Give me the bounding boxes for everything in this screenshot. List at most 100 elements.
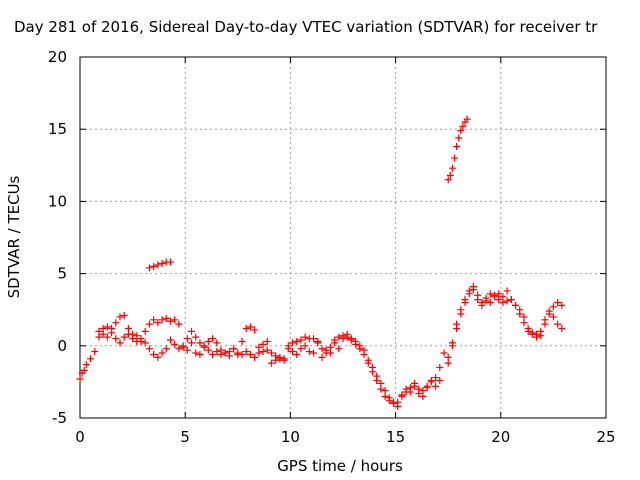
data-point (301, 333, 309, 341)
data-point (448, 164, 456, 172)
data-point (427, 376, 435, 384)
data-point (402, 385, 410, 393)
data-point (453, 324, 461, 332)
data-point (238, 337, 246, 345)
data-point (124, 330, 132, 338)
data-point (221, 349, 229, 357)
data-point (444, 359, 452, 367)
data-point (474, 296, 482, 304)
data-point (80, 366, 88, 374)
data-point (112, 335, 120, 343)
data-point (171, 340, 179, 348)
data-point (242, 348, 250, 356)
data-point (112, 319, 120, 327)
data-point (423, 384, 431, 392)
data-point (322, 346, 330, 354)
plot-frame (79, 56, 607, 419)
data-point (141, 339, 149, 347)
data-point (137, 337, 145, 345)
data-point (242, 324, 250, 332)
data-point (179, 342, 187, 350)
data-point (356, 342, 364, 350)
data-point (289, 339, 297, 347)
data-point (103, 323, 111, 331)
x-tick-label: 0 (75, 428, 85, 446)
data-point (318, 353, 326, 361)
data-point (440, 349, 448, 357)
data-point (213, 348, 221, 356)
data-point (263, 346, 271, 354)
y-tick-label: 5 (57, 265, 67, 283)
data-point (360, 346, 368, 354)
data-point (267, 349, 275, 357)
data-point (234, 350, 242, 358)
data-point (549, 303, 557, 311)
data-point (549, 313, 557, 321)
data-point (436, 376, 444, 384)
data-point (411, 379, 419, 387)
data-point (406, 388, 414, 396)
data-point (192, 333, 200, 341)
data-point (76, 375, 84, 383)
data-point (419, 392, 427, 400)
y-tick-label: -5 (52, 409, 67, 427)
data-point (154, 353, 162, 361)
data-point (200, 342, 208, 350)
data-point (171, 316, 179, 324)
data-point (394, 402, 402, 410)
data-point (335, 345, 343, 353)
data-point (368, 363, 376, 371)
data-point (520, 313, 528, 321)
y-tick-label: 20 (48, 48, 67, 66)
data-point (415, 389, 423, 397)
data-point (230, 345, 238, 353)
data-point (377, 379, 385, 387)
data-point (108, 329, 116, 337)
data-point (150, 262, 158, 270)
data-point (91, 348, 99, 356)
data-point (373, 372, 381, 380)
data-point (528, 330, 536, 338)
data-point (343, 330, 351, 338)
x-tick-label: 20 (491, 428, 510, 446)
data-point (364, 356, 372, 364)
data-point (120, 311, 128, 319)
data-point (432, 374, 440, 382)
y-tick-label: 10 (48, 192, 67, 210)
data-point (455, 134, 463, 142)
data-point (459, 122, 467, 130)
x-axis-label: GPS time / hours (277, 457, 403, 475)
data-point (293, 350, 301, 358)
data-point (457, 310, 465, 318)
y-tick-label: 0 (57, 337, 67, 355)
data-point (162, 314, 170, 322)
data-point (554, 298, 562, 306)
data-point (87, 355, 95, 363)
data-point (209, 335, 217, 343)
data-point (465, 290, 473, 298)
y-axis-label: SDTVAR / TECUs (5, 175, 23, 298)
data-point (335, 333, 343, 341)
data-point (482, 297, 490, 305)
data-point (196, 339, 204, 347)
data-point (516, 306, 524, 314)
data-point (166, 317, 174, 325)
data-point (154, 319, 162, 327)
data-point (166, 258, 174, 266)
data-point (436, 363, 444, 371)
data-point (251, 326, 259, 334)
data-point (158, 316, 166, 324)
data-point (457, 127, 465, 135)
data-point (478, 301, 486, 309)
data-point (389, 398, 397, 406)
data-point (158, 349, 166, 357)
data-point (448, 342, 456, 350)
data-point (499, 298, 507, 306)
x-tick-label: 15 (386, 428, 405, 446)
data-point (166, 336, 174, 344)
data-point (225, 352, 233, 360)
data-point (326, 349, 334, 357)
data-point (175, 345, 183, 353)
data-point (297, 336, 305, 344)
